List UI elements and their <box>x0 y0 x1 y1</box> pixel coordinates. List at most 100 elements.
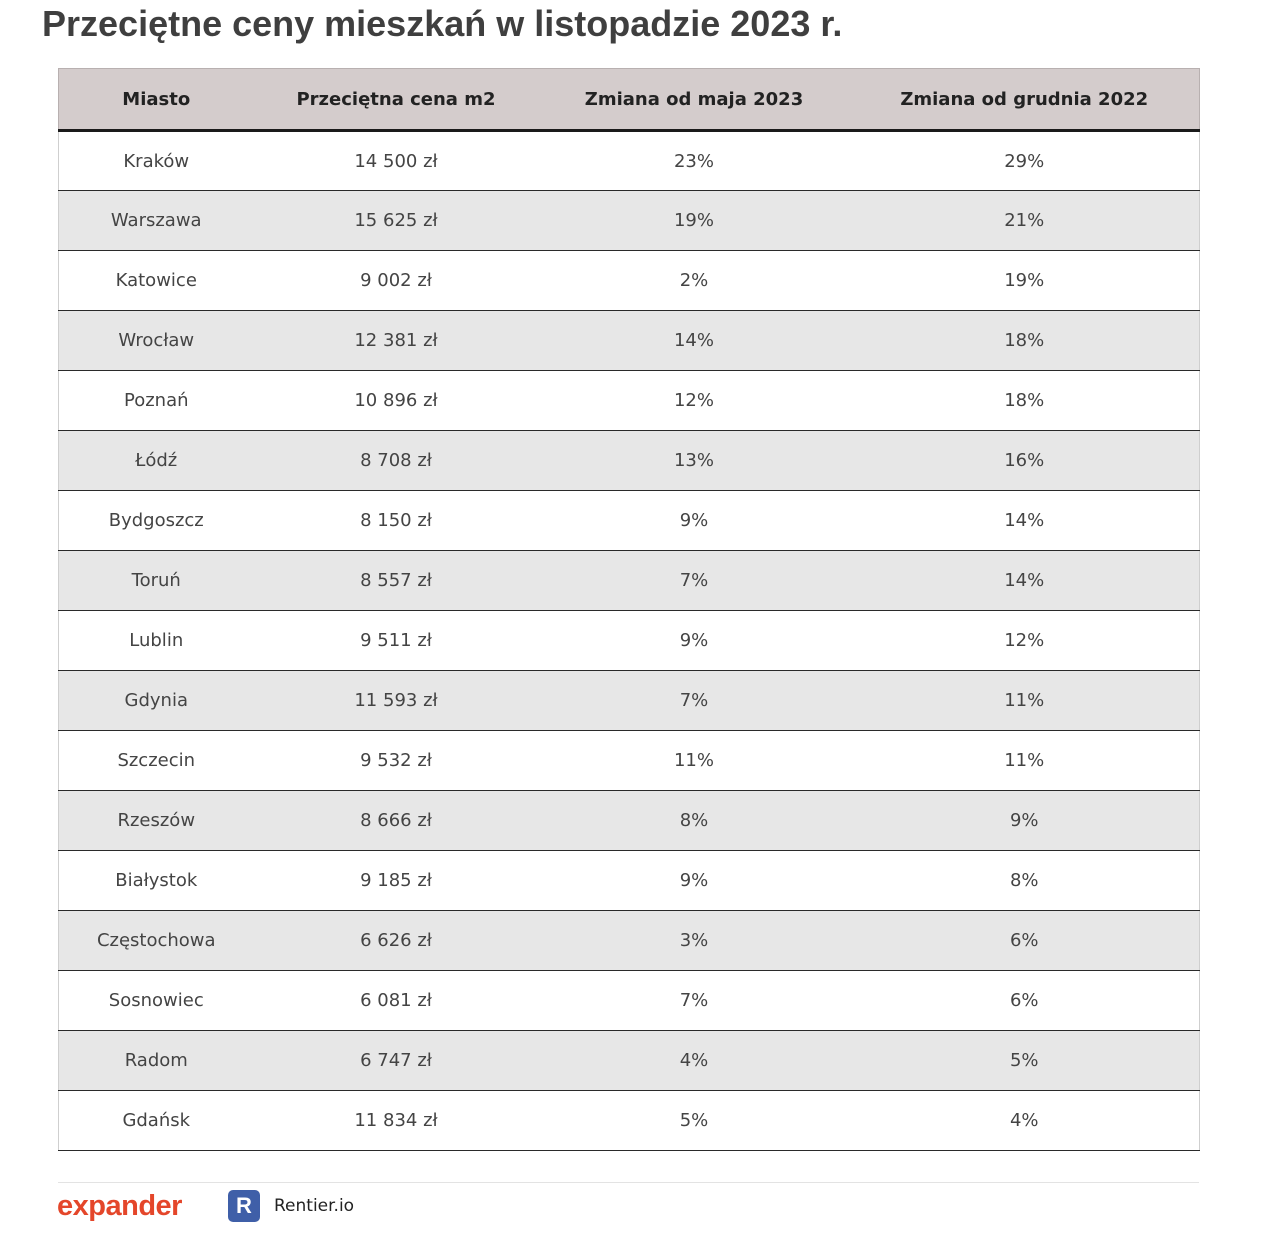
cell-city: Szczecin <box>58 730 254 791</box>
cell-price: 6 081 zł <box>253 970 539 1031</box>
cell-price: 8 150 zł <box>253 490 539 551</box>
cell-change-december: 6% <box>849 910 1200 971</box>
cell-price: 9 511 zł <box>253 610 539 671</box>
cell-price: 14 500 zł <box>253 130 539 191</box>
cell-city: Bydgoszcz <box>58 490 254 551</box>
cell-price: 6 747 zł <box>253 1030 539 1091</box>
table-row: Gdynia 11 593 zł 7% 11% <box>58 670 1200 731</box>
cell-change-may: 3% <box>538 910 850 971</box>
rentier-logo: R Rentier.io <box>228 1190 354 1222</box>
cell-city: Wrocław <box>58 310 254 371</box>
cell-city: Radom <box>58 1030 254 1091</box>
cell-change-may: 9% <box>538 610 850 671</box>
cell-city: Gdańsk <box>58 1090 254 1151</box>
cell-change-december: 21% <box>849 190 1200 251</box>
cell-city: Katowice <box>58 250 254 311</box>
table-row: Białystok 9 185 zł 9% 8% <box>58 850 1200 911</box>
table-body: Kraków 14 500 zł 23% 29% Warszawa 15 625 zł 19… <box>58 130 1200 1151</box>
cell-change-may: 7% <box>538 670 850 731</box>
cell-price: 9 532 zł <box>253 730 539 791</box>
cell-price: 11 834 zł <box>253 1090 539 1151</box>
table-row: Poznań 10 896 zł 12% 18% <box>58 370 1200 431</box>
cell-city: Łódź <box>58 430 254 491</box>
cell-price: 9 185 zł <box>253 850 539 911</box>
header-row: Miasto Przeciętna cena m2 Zmiana od maja… <box>58 68 1200 132</box>
price-table: Miasto Przeciętna cena m2 Zmiana od maja… <box>58 68 1200 1151</box>
cell-change-may: 13% <box>538 430 850 491</box>
expander-logo-text: expander <box>57 1190 182 1222</box>
cell-change-december: 6% <box>849 970 1200 1031</box>
rentier-logo-icon: R <box>228 1190 260 1222</box>
table-row: Warszawa 15 625 zł 19% 21% <box>58 190 1200 251</box>
cell-change-may: 23% <box>538 130 850 191</box>
table-row: Sosnowiec 6 081 zł 7% 6% <box>58 970 1200 1031</box>
cell-city: Rzeszów <box>58 790 254 851</box>
cell-price: 12 381 zł <box>253 310 539 371</box>
expander-logo-mark: expander <box>57 1190 183 1222</box>
cell-city: Sosnowiec <box>58 970 254 1031</box>
table-row: Szczecin 9 532 zł 11% 11% <box>58 730 1200 791</box>
cell-change-december: 9% <box>849 790 1200 851</box>
cell-city: Gdynia <box>58 670 254 731</box>
cell-price: 6 626 zł <box>253 910 539 971</box>
table-row: Rzeszów 8 666 zł 8% 9% <box>58 790 1200 851</box>
cell-change-may: 4% <box>538 1030 850 1091</box>
cell-city: Kraków <box>58 130 254 191</box>
cell-change-may: 7% <box>538 970 850 1031</box>
cell-change-may: 5% <box>538 1090 850 1151</box>
cell-change-may: 19% <box>538 190 850 251</box>
table-row: Bydgoszcz 8 150 zł 9% 14% <box>58 490 1200 551</box>
cell-change-december: 4% <box>849 1090 1200 1151</box>
column-header-city: Miasto <box>58 68 254 132</box>
cell-change-december: 19% <box>849 250 1200 311</box>
table-row: Toruń 8 557 zł 7% 14% <box>58 550 1200 611</box>
column-header-change-december: Zmiana od grudnia 2022 <box>849 68 1200 132</box>
table-row: Lublin 9 511 zł 9% 12% <box>58 610 1200 671</box>
cell-change-december: 29% <box>849 130 1200 191</box>
cell-change-december: 18% <box>849 310 1200 371</box>
cell-change-december: 16% <box>849 430 1200 491</box>
cell-city: Białystok <box>58 850 254 911</box>
cell-price: 8 708 zł <box>253 430 539 491</box>
table-header: Miasto Przeciętna cena m2 Zmiana od maja… <box>58 68 1200 132</box>
table-row: Częstochowa 6 626 zł 3% 6% <box>58 910 1200 971</box>
cell-city: Poznań <box>58 370 254 431</box>
cell-change-december: 11% <box>849 670 1200 731</box>
cell-change-may: 9% <box>538 850 850 911</box>
table-row: Gdańsk 11 834 zł 5% 4% <box>58 1090 1200 1151</box>
cell-change-may: 7% <box>538 550 850 611</box>
page-title: Przeciętne ceny mieszkań w listopadzie 2… <box>42 3 843 44</box>
table-row: Łódź 8 708 zł 13% 16% <box>58 430 1200 491</box>
rentier-logo-name: Rentier.io <box>274 1196 355 1216</box>
cell-city: Warszawa <box>58 190 254 251</box>
cell-change-may: 11% <box>538 730 850 791</box>
table-row: Katowice 9 002 zł 2% 19% <box>58 250 1200 311</box>
cell-change-december: 11% <box>849 730 1200 791</box>
cell-change-december: 8% <box>849 850 1200 911</box>
cell-change-may: 14% <box>538 310 850 371</box>
cell-change-may: 9% <box>538 490 850 551</box>
table-row: Wrocław 12 381 zł 14% 18% <box>58 310 1200 371</box>
cell-change-december: 18% <box>849 370 1200 431</box>
cell-price: 8 666 zł <box>253 790 539 851</box>
cell-change-may: 8% <box>538 790 850 851</box>
column-header-price: Przeciętna cena m2 <box>253 68 539 132</box>
table-row: Kraków 14 500 zł 23% 29% <box>58 130 1200 191</box>
cell-change-december: 14% <box>849 550 1200 611</box>
column-header-change-may: Zmiana od maja 2023 <box>538 68 850 132</box>
cell-city: Częstochowa <box>58 910 254 971</box>
footer-divider <box>58 1182 1199 1183</box>
cell-change-may: 12% <box>538 370 850 431</box>
cell-change-december: 14% <box>849 490 1200 551</box>
cell-price: 9 002 zł <box>253 250 539 311</box>
cell-change-december: 5% <box>849 1030 1200 1091</box>
cell-change-december: 12% <box>849 610 1200 671</box>
cell-change-may: 2% <box>538 250 850 311</box>
cell-price: 11 593 zł <box>253 670 539 731</box>
cell-price: 10 896 zł <box>253 370 539 431</box>
table-row: Radom 6 747 zł 4% 5% <box>58 1030 1200 1091</box>
cell-price: 15 625 zł <box>253 190 539 251</box>
cell-city: Lublin <box>58 610 254 671</box>
cell-city: Toruń <box>58 550 254 611</box>
cell-price: 8 557 zł <box>253 550 539 611</box>
